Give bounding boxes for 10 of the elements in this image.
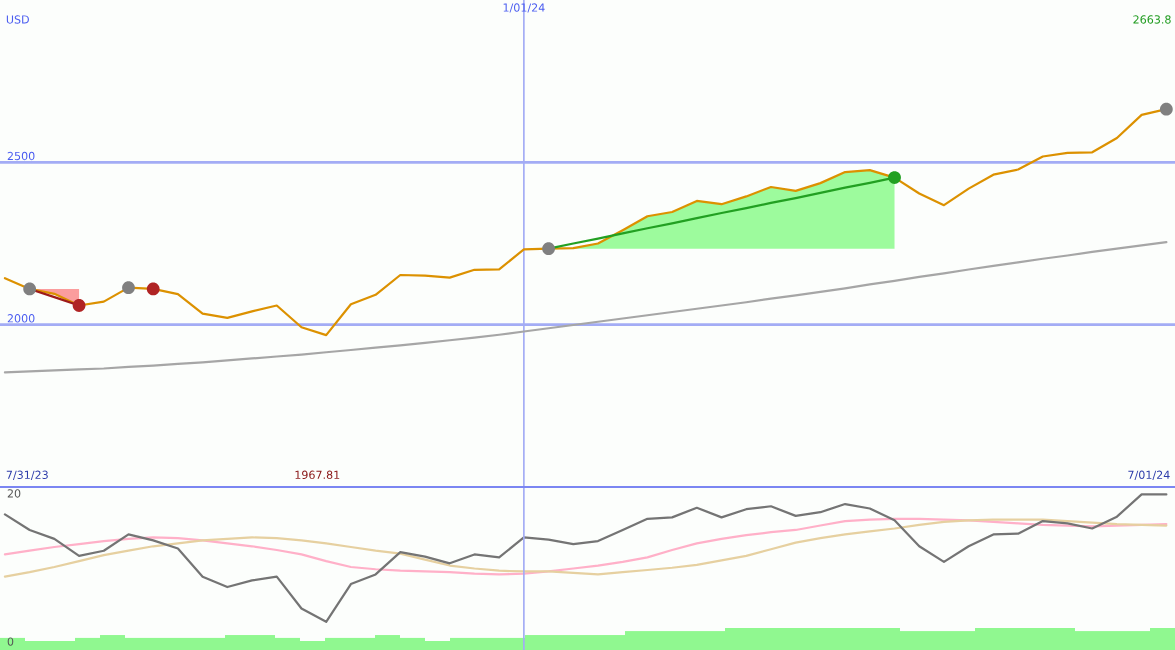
y-tick-label: 20 bbox=[7, 489, 21, 498]
y-tick-label: 2500 bbox=[7, 151, 35, 161]
annotation: 7/31/23 bbox=[6, 470, 48, 480]
x-tick-label: 1/01/24 bbox=[503, 3, 545, 13]
y-axis-title: USD bbox=[6, 15, 29, 24]
annotation: 2663.8 bbox=[1133, 15, 1171, 24]
annotation: 1967.81 bbox=[295, 470, 340, 479]
y-tick-label: 2000 bbox=[7, 314, 35, 323]
y-tick-label: 0 bbox=[7, 637, 14, 646]
annotation: 7/01/24 bbox=[1128, 470, 1170, 480]
